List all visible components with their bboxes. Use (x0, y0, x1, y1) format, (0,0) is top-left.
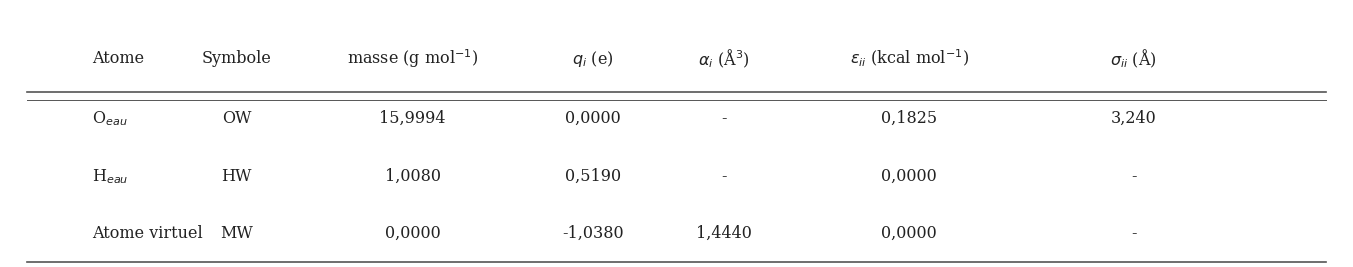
Text: OW: OW (222, 110, 252, 127)
Text: O$_{eau}$: O$_{eau}$ (92, 109, 127, 128)
Text: 15,9994: 15,9994 (379, 110, 446, 127)
Text: -: - (721, 110, 727, 127)
Text: $\alpha_i$ (Å$^3$): $\alpha_i$ (Å$^3$) (698, 48, 750, 70)
Text: -: - (721, 168, 727, 185)
Text: masse (g mol$^{-1}$): masse (g mol$^{-1}$) (346, 47, 479, 70)
Text: 0,0000: 0,0000 (881, 225, 938, 242)
Text: Atome virtuel: Atome virtuel (92, 225, 203, 242)
Text: 1,4440: 1,4440 (695, 225, 752, 242)
Text: $\varepsilon_{ii}$ (kcal mol$^{-1}$): $\varepsilon_{ii}$ (kcal mol$^{-1}$) (850, 48, 969, 69)
Text: HW: HW (222, 168, 252, 185)
Text: 0,0000: 0,0000 (881, 168, 938, 185)
Text: -: - (1131, 168, 1137, 185)
Text: -: - (1131, 225, 1137, 242)
Text: 1,0080: 1,0080 (384, 168, 441, 185)
Text: $q_i$ (e): $q_i$ (e) (572, 49, 613, 69)
Text: 3,240: 3,240 (1111, 110, 1157, 127)
Text: -1,0380: -1,0380 (561, 225, 624, 242)
Text: Atome: Atome (92, 50, 145, 67)
Text: 0,1825: 0,1825 (881, 110, 938, 127)
Text: 0,0000: 0,0000 (564, 110, 621, 127)
Text: MW: MW (221, 225, 253, 242)
Text: 0,0000: 0,0000 (384, 225, 441, 242)
Text: H$_{eau}$: H$_{eau}$ (92, 167, 129, 186)
Text: 0,5190: 0,5190 (564, 168, 621, 185)
Text: $\sigma_{ii}$ (Å): $\sigma_{ii}$ (Å) (1111, 48, 1157, 70)
Text: Symbole: Symbole (202, 50, 272, 67)
